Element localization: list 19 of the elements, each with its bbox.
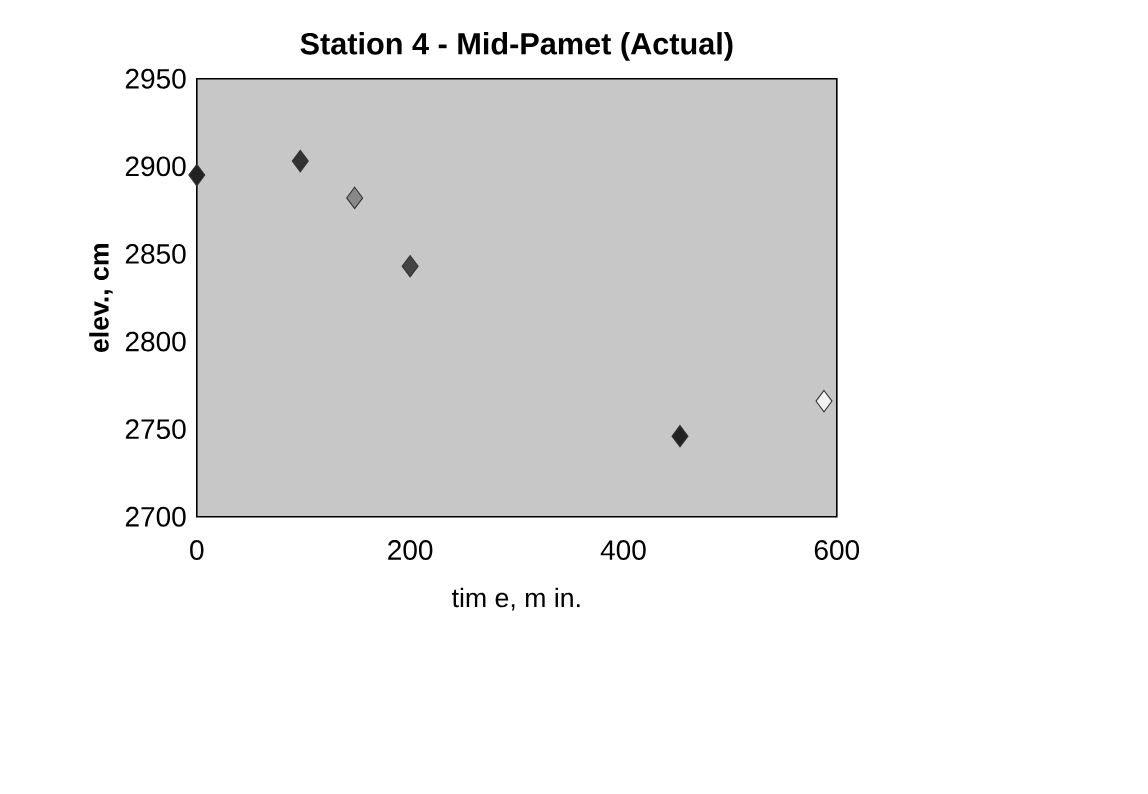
chart-title: Station 4 - Mid-Pamet (Actual) [300, 32, 733, 61]
y-axis-title: elev., cm [89, 244, 113, 353]
x-tick-label: 200 [388, 540, 433, 560]
point [346, 186, 364, 210]
y-tick-label: 2750 [125, 419, 186, 440]
point [815, 389, 833, 413]
point [401, 255, 419, 278]
y-tick-label: 2900 [125, 156, 186, 177]
y-tick-label: 2800 [125, 331, 186, 352]
x-axis-title: tim e, m in. [452, 587, 580, 611]
x-tick-label: 600 [814, 540, 860, 560]
point [291, 149, 309, 173]
point [671, 424, 689, 448]
y-tick-label: 2700 [125, 506, 186, 527]
x-tick-label: 0 [190, 540, 204, 560]
x-tick-label: 400 [600, 540, 646, 560]
point [188, 163, 206, 187]
y-tick-label: 2850 [125, 244, 186, 264]
y-tick-label: 2950 [125, 68, 186, 89]
